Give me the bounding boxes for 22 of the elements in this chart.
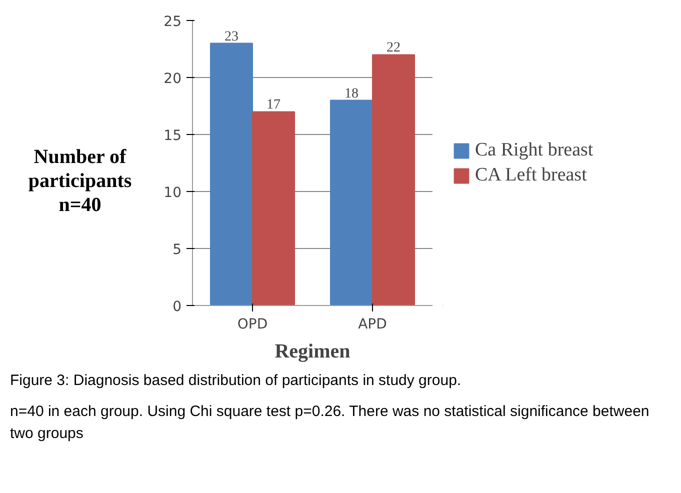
data-label: 17 bbox=[266, 98, 280, 113]
data-label: 22 bbox=[386, 40, 400, 56]
y-axis-title: Number of participants n=40 bbox=[28, 145, 132, 217]
text: n=40 in each group. Using Chi square test p=0.26. There was no statistical significance between two groups bbox=[10, 402, 650, 444]
legend-label: CA Left breast bbox=[475, 164, 587, 186]
y-tick-label: 0 bbox=[172, 299, 182, 315]
y-tick-label: 20 bbox=[164, 71, 182, 87]
y-tick-label: 25 bbox=[164, 14, 182, 30]
caption: Figure 3: Diagnosis based distribution of participants in study group. bbox=[10, 371, 462, 391]
bar bbox=[372, 54, 415, 306]
x-tick-label: OPD bbox=[237, 316, 268, 332]
legend-label: Ca Right breast bbox=[475, 139, 594, 161]
y-tick-label: 10 bbox=[164, 185, 182, 201]
data-label: 18 bbox=[344, 86, 358, 102]
y-tick-label: 15 bbox=[164, 128, 182, 144]
bar bbox=[252, 111, 295, 306]
x-tick-label: APD bbox=[358, 316, 387, 332]
bar bbox=[210, 42, 253, 306]
data-label: 23 bbox=[224, 29, 238, 44]
y-tick-label: 5 bbox=[172, 242, 182, 258]
bar bbox=[330, 100, 373, 306]
x-axis-title: Regimen bbox=[274, 340, 350, 362]
